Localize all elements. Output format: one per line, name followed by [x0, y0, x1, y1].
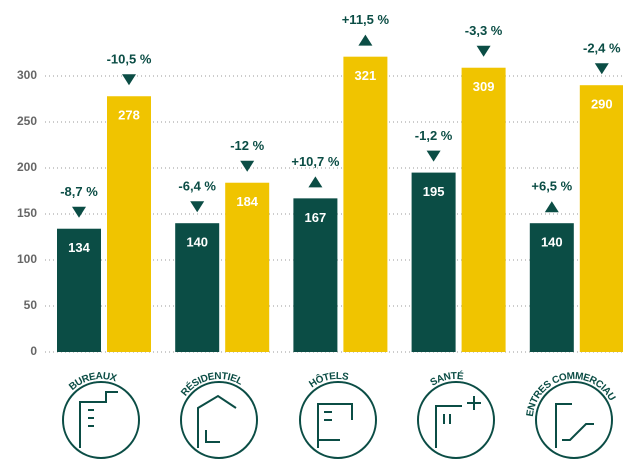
change-arrow: [426, 150, 441, 162]
category-label-path: RÉSIDENTIEL: [179, 371, 245, 399]
change-annotation: -2,4 %: [583, 41, 621, 56]
y-tick-label: 150: [17, 206, 37, 220]
bar: [57, 228, 101, 352]
bar: [343, 56, 388, 353]
data-label: 321: [355, 68, 377, 83]
change-annotation: -6,4 %: [178, 179, 216, 194]
icon: [555, 403, 594, 448]
change-annotation: -12 %: [230, 138, 264, 153]
change-annotation: -3,3 %: [465, 23, 503, 38]
icon: [197, 394, 237, 448]
icon: [79, 391, 118, 448]
bar: [411, 172, 456, 352]
icon: [435, 396, 481, 448]
category-label: HÔTELS: [307, 371, 350, 390]
y-tick-label: 250: [17, 114, 37, 128]
bar: [579, 85, 623, 352]
icon-circle: [180, 381, 258, 459]
change-arrow: [240, 160, 255, 172]
y-tick-label: 0: [30, 344, 37, 358]
data-label: 140: [186, 235, 208, 250]
category-label-path: BUREAUX: [67, 371, 118, 393]
bar: [461, 67, 506, 352]
change-arrow: [72, 206, 86, 218]
change-arrow: [358, 34, 373, 46]
bar: [529, 223, 574, 352]
data-label: 278: [118, 108, 140, 123]
category-label-path: SANTÉ: [428, 369, 464, 389]
data-label: 167: [305, 210, 327, 225]
data-label: 140: [541, 235, 563, 250]
y-tick-label: 100: [17, 252, 37, 266]
change-annotation: -10,5 %: [107, 52, 152, 67]
change-arrow: [190, 201, 205, 213]
bar: [293, 198, 338, 352]
y-tick-label: 300: [17, 68, 37, 82]
change-annotation: -8,7 %: [60, 184, 98, 199]
change-arrow: [308, 176, 323, 188]
icon: [317, 403, 353, 448]
icon-circle: [417, 381, 495, 459]
data-label: 134: [68, 240, 90, 255]
bar: [225, 182, 270, 352]
change-annotation: -1,2 %: [415, 128, 453, 143]
change-arrow: [594, 63, 609, 75]
y-tick-label: 200: [17, 160, 37, 174]
change-arrow: [476, 45, 491, 57]
data-label: 309: [473, 79, 495, 94]
bar: [175, 223, 220, 352]
icons: [62, 381, 613, 459]
change-annotation: +10,7 %: [291, 154, 340, 169]
icon-circle: [299, 381, 377, 459]
data-label: 195: [423, 184, 445, 199]
data-label: 290: [591, 97, 613, 112]
change-annotation: +6,5 %: [531, 179, 572, 194]
icon-circle: [535, 381, 613, 459]
data-label: 184: [236, 194, 258, 209]
change-arrow: [122, 74, 136, 86]
category-label: RÉSIDENTIEL: [179, 371, 245, 399]
category-label-path: HÔTELS: [307, 371, 350, 390]
category-label: SANTÉ: [428, 369, 464, 389]
icon-circle: [62, 381, 140, 459]
change-arrow: [544, 201, 559, 213]
bar: [107, 96, 151, 353]
category-label: BUREAUX: [67, 371, 118, 393]
y-tick-label: 50: [24, 298, 38, 312]
change-annotation: +11,5 %: [342, 12, 390, 27]
